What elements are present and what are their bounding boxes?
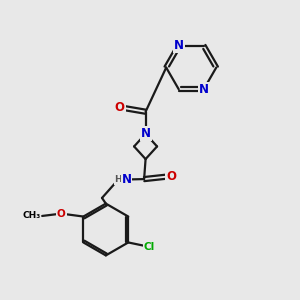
Text: N: N bbox=[141, 127, 151, 140]
Text: CH₃: CH₃ bbox=[22, 212, 41, 220]
Text: O: O bbox=[166, 169, 176, 183]
Text: H: H bbox=[114, 175, 122, 184]
Text: O: O bbox=[57, 208, 66, 219]
Text: Cl: Cl bbox=[144, 242, 155, 252]
Text: N: N bbox=[122, 173, 131, 186]
Text: N: N bbox=[174, 39, 184, 52]
Text: N: N bbox=[199, 83, 209, 96]
Text: O: O bbox=[115, 101, 125, 114]
